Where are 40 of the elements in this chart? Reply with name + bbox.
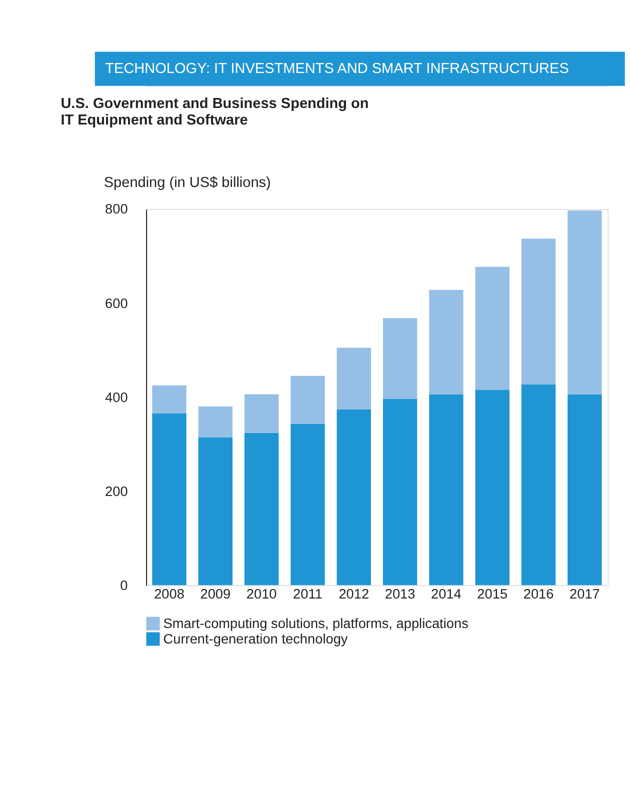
legend-label: Smart-computing solutions, platforms, applications <box>163 616 469 631</box>
bar <box>244 432 279 586</box>
bar <box>521 238 556 384</box>
y-tick-label: 0 <box>120 578 128 593</box>
x-tick-label: 2012 <box>338 586 370 602</box>
bar <box>382 318 418 399</box>
chart-title: TECHNOLOGY: IT INVESTMENTS AND SMART INFRASTRUCTURES <box>105 61 570 78</box>
x-tick-label: 2010 <box>246 586 278 602</box>
bar <box>290 376 325 424</box>
y-tick-label: 600 <box>105 296 128 311</box>
bar <box>568 210 602 394</box>
bar <box>382 398 418 586</box>
y-tick-label: 800 <box>105 202 128 217</box>
bar <box>521 384 556 586</box>
bar <box>475 390 510 586</box>
bar <box>152 414 186 586</box>
x-tick-label: 2015 <box>477 586 508 602</box>
bar <box>198 438 233 586</box>
legend-label: Current-generation technology <box>163 631 348 646</box>
bar <box>568 394 602 586</box>
x-tick-label: 2008 <box>154 586 184 602</box>
y-axis-title: Spending (in US$ billions) <box>104 175 271 192</box>
chart-subtitle: U.S. Government and Business Spending on IT Equipment and Software <box>60 96 369 128</box>
bar <box>429 394 464 586</box>
bar <box>336 409 371 586</box>
bar <box>152 385 186 414</box>
bar <box>475 266 510 390</box>
x-tick-label: 2013 <box>384 586 416 602</box>
x-tick-label: 2014 <box>431 586 462 602</box>
x-tick-label: 2017 <box>570 586 600 602</box>
y-tick-label: 400 <box>105 390 128 405</box>
bar <box>198 406 233 438</box>
bar <box>290 424 325 586</box>
bar <box>336 348 371 410</box>
x-tick-label: 2016 <box>523 586 554 602</box>
x-tick-label: 2009 <box>200 586 231 602</box>
bar <box>429 290 464 394</box>
x-tick-label: 2011 <box>293 586 322 602</box>
y-tick-label: 200 <box>105 484 128 499</box>
bar <box>244 394 279 433</box>
